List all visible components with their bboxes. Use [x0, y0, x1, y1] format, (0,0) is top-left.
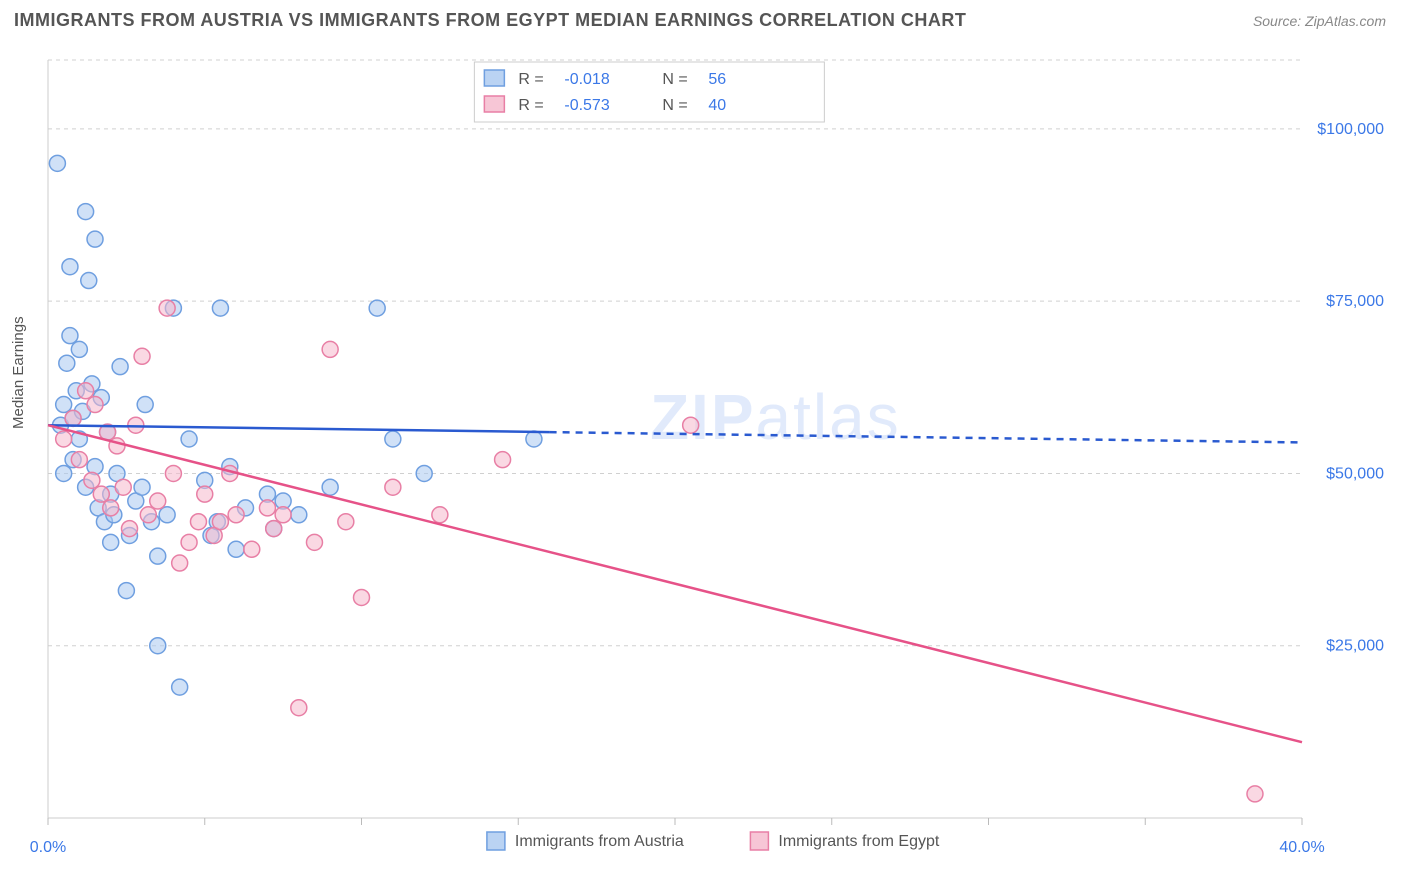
scatter-point [87, 397, 103, 413]
correlation-scatter-chart: $25,000 $50,000 $75,000 $100,000 0.0% 40.0% ZI… [14, 40, 1392, 878]
scatter-point [432, 507, 448, 523]
scatter-point [291, 507, 307, 523]
scatter-point [495, 452, 511, 468]
scatter-point [306, 534, 322, 550]
y-tick-label: $100,000 [1317, 121, 1384, 138]
scatter-point [93, 486, 109, 502]
scatter-point [78, 204, 94, 220]
legend-swatch [484, 96, 504, 112]
legend-r-label: R = [518, 97, 543, 114]
scatter-point [103, 534, 119, 550]
scatter-point [140, 507, 156, 523]
scatter-point [122, 521, 138, 537]
scatter-point [112, 359, 128, 375]
legend-series-label: Immigrants from Austria [515, 833, 684, 850]
scatter-point [354, 589, 370, 605]
scatter-point [56, 465, 72, 481]
y-tick-label: $25,000 [1326, 638, 1384, 655]
legend-n-value: 56 [708, 71, 726, 88]
scatter-point [197, 486, 213, 502]
x-tick-label: 0.0% [30, 839, 66, 856]
scatter-point [212, 300, 228, 316]
scatter-point [150, 493, 166, 509]
legend-r-label: R = [518, 71, 543, 88]
scatter-point [62, 259, 78, 275]
legend-r-value: -0.018 [564, 71, 609, 88]
y-axis-label: Median Earnings [10, 316, 27, 429]
scatter-point [291, 700, 307, 716]
scatter-point [526, 431, 542, 447]
source-attribution: Source: ZipAtlas.com [1253, 13, 1386, 29]
legend-swatch [487, 832, 505, 850]
scatter-point [172, 679, 188, 695]
scatter-point [137, 397, 153, 413]
scatter-point [56, 431, 72, 447]
scatter-point [84, 472, 100, 488]
scatter-point [59, 355, 75, 371]
scatter-point [56, 397, 72, 413]
watermark: ZIPatlas [650, 381, 901, 453]
legend-n-value: 40 [708, 97, 726, 114]
scatter-point [65, 410, 81, 426]
scatter-point [385, 431, 401, 447]
scatter-point [275, 507, 291, 523]
scatter-point [87, 231, 103, 247]
scatter-point [62, 328, 78, 344]
scatter-point [228, 507, 244, 523]
chart-title: IMMIGRANTS FROM AUSTRIA VS IMMIGRANTS FR… [14, 10, 966, 31]
scatter-point [159, 507, 175, 523]
scatter-point [212, 514, 228, 530]
scatter-point [228, 541, 244, 557]
scatter-point [181, 534, 197, 550]
scatter-point [71, 341, 87, 357]
regression-line [48, 425, 550, 432]
scatter-point [181, 431, 197, 447]
legend-swatch [750, 832, 768, 850]
scatter-point [71, 452, 87, 468]
legend-n-label: N = [662, 71, 687, 88]
scatter-point [244, 541, 260, 557]
scatter-point [134, 348, 150, 364]
scatter-point [322, 341, 338, 357]
scatter-point [190, 514, 206, 530]
scatter-point [172, 555, 188, 571]
scatter-point [165, 465, 181, 481]
scatter-point [369, 300, 385, 316]
scatter-point [134, 479, 150, 495]
scatter-point [78, 383, 94, 399]
scatter-point [150, 638, 166, 654]
y-tick-label: $50,000 [1326, 465, 1384, 482]
legend-swatch [484, 70, 504, 86]
scatter-point [103, 500, 119, 516]
x-tick-label: 40.0% [1279, 839, 1324, 856]
scatter-point [115, 479, 131, 495]
scatter-point [683, 417, 699, 433]
scatter-point [159, 300, 175, 316]
y-tick-label: $75,000 [1326, 293, 1384, 310]
scatter-point [266, 521, 282, 537]
scatter-point [416, 465, 432, 481]
scatter-point [118, 583, 134, 599]
scatter-point [385, 479, 401, 495]
scatter-point [259, 500, 275, 516]
legend-r-value: -0.573 [564, 97, 609, 114]
scatter-point [322, 479, 338, 495]
legend-n-label: N = [662, 97, 687, 114]
scatter-point [150, 548, 166, 564]
scatter-point [338, 514, 354, 530]
legend-series-label: Immigrants from Egypt [778, 833, 939, 850]
scatter-point [1247, 786, 1263, 802]
scatter-point [81, 273, 97, 289]
regression-line [48, 425, 1302, 742]
scatter-point [49, 155, 65, 171]
